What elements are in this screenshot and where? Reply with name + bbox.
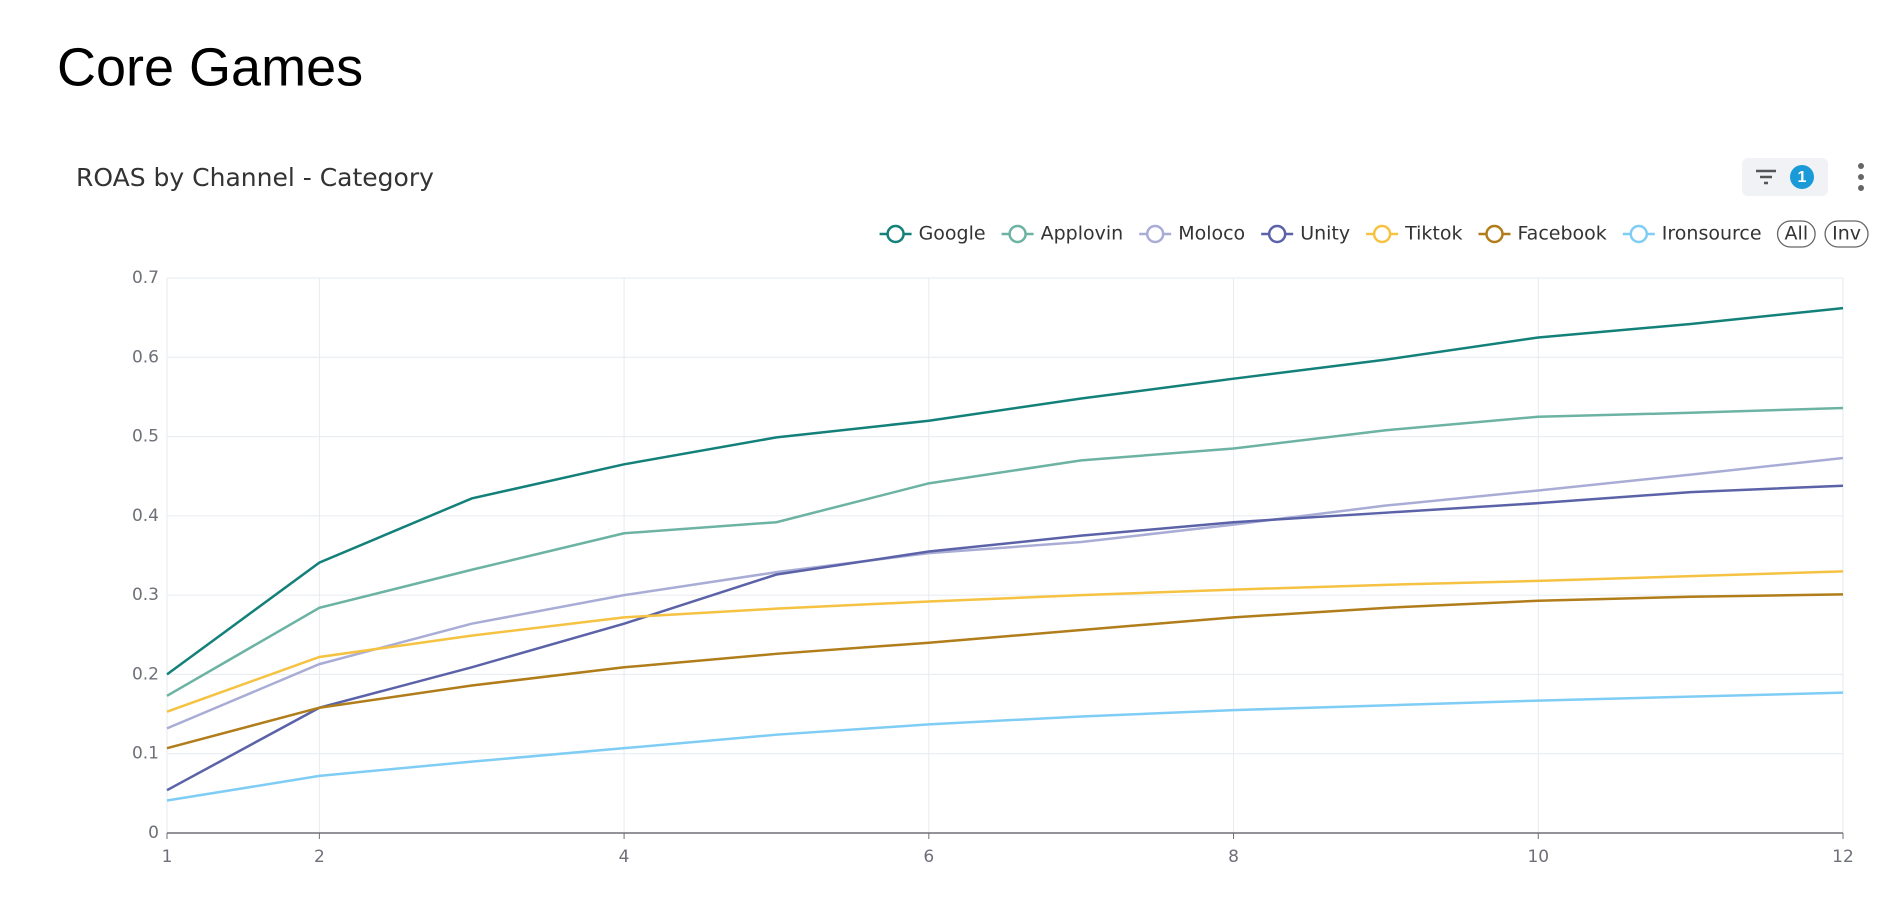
filter-badge [1790,165,1814,189]
legend-marker [1145,224,1165,244]
filter-button[interactable]: 1 [1742,158,1828,196]
legend-label: Facebook [1518,223,1607,245]
legend-toggle[interactable]: Inv [1824,220,1869,248]
legend-marker [1267,224,1287,244]
legend-marker [1485,224,1504,244]
legend-toggle-label: All [1785,223,1809,245]
x-tick-label: 12 [1832,847,1854,867]
dot [1858,163,1864,169]
legend-marker [1629,224,1649,244]
legend-item[interactable]: Ironsource [1622,223,1762,245]
legend-toggle[interactable]: All [1776,220,1816,248]
y-tick-label: 0.5 [132,427,159,447]
series-line [166,406,1844,697]
legend-label: Tiktok [1404,223,1462,245]
legend-marker [886,224,905,244]
series-line [166,691,1844,802]
series-line [166,593,1844,750]
series-line [166,570,1844,713]
more-menu[interactable] [1858,163,1864,191]
legend-item[interactable]: Tiktok [1366,223,1463,245]
legend-toggle-border [1776,220,1816,248]
legend-item[interactable]: Unity [1261,223,1350,245]
legend-item[interactable]: Facebook [1478,223,1607,245]
legend-item[interactable]: Moloco [1139,223,1245,245]
legend-marker [1372,224,1392,244]
x-tick-label: 10 [1527,847,1549,867]
x-tick-label: 8 [1228,847,1239,867]
legend-marker [1008,224,1027,244]
y-tick-label: 0.7 [132,268,159,288]
x-tick-label: 1 [162,847,173,867]
legend-label: Applovin [1041,223,1124,245]
dot [1858,185,1864,191]
filter-count: 1 [1798,169,1807,186]
legend-toggle-label: Inv [1832,223,1861,245]
dot [1858,174,1864,180]
series-line [166,484,1844,792]
y-tick-label: 0.3 [132,585,159,605]
legend-label: Ironsource [1662,223,1762,245]
y-tick-label: 0.1 [132,744,159,764]
legend-label: Unity [1300,223,1350,245]
y-tick-label: 0.2 [132,664,159,684]
legend-toggle-border [1824,220,1869,248]
chart-title: ROAS by Channel - Category [76,163,434,192]
x-tick-label: 2 [314,847,325,867]
y-tick-label: 0 [148,823,159,843]
legend-label: Google [919,223,986,245]
y-tick-label: 0.6 [132,347,159,367]
series-line [166,456,1844,730]
page-title: Core Games [57,37,363,97]
x-tick-label: 6 [923,847,934,867]
filter-icon [1756,169,1776,185]
legend-item[interactable]: Applovin [1001,223,1124,245]
y-tick-label: 0.4 [132,506,159,526]
series-line [166,306,1844,676]
legend-label: Moloco [1178,223,1245,245]
legend: Google Applovin Moloco Unity Tiktok Facebook I… [879,220,1869,248]
legend-item[interactable]: Google [879,223,986,245]
x-tick-label: 4 [619,847,630,867]
filter-bg[interactable] [1742,158,1828,196]
